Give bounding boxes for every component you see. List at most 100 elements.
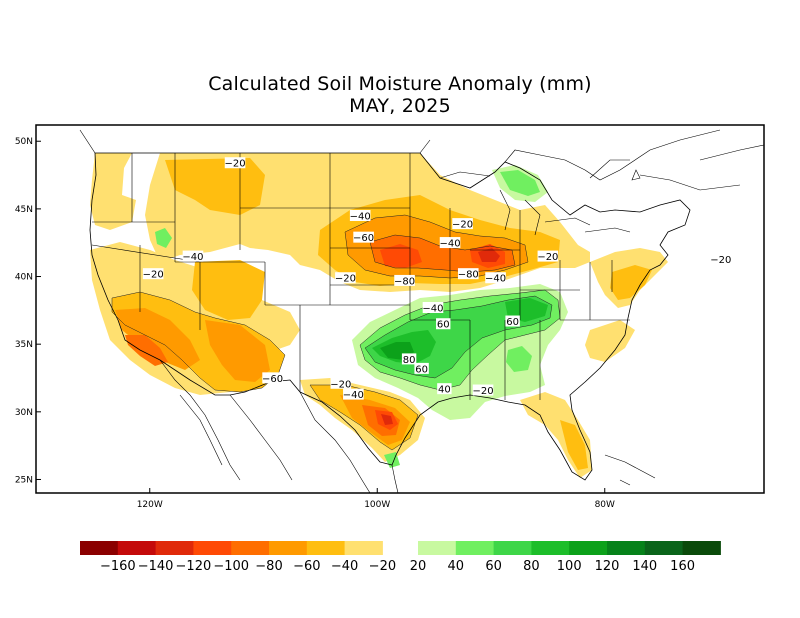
contour-label-bg bbox=[422, 302, 444, 313]
contour-label: −40 bbox=[422, 304, 443, 315]
dry-40-florida bbox=[560, 420, 588, 470]
map-title: Calculated Soil Moisture Anomaly (mm) bbox=[208, 73, 592, 95]
lat-tick-label: 30N bbox=[15, 408, 33, 418]
contour-label: −60 bbox=[353, 233, 374, 244]
mexico-lines bbox=[159, 359, 399, 493]
legend-swatch-dry bbox=[80, 541, 119, 555]
contour-label: 80 bbox=[403, 355, 416, 366]
contour-label-bg bbox=[142, 268, 164, 280]
contour-label: −80 bbox=[458, 270, 479, 281]
legend-swatch-wet bbox=[644, 541, 684, 555]
contour-label-bg bbox=[472, 384, 494, 396]
legend-label: −140 bbox=[138, 559, 174, 574]
legend-swatch-dry bbox=[231, 541, 270, 555]
lat-tick-label: 25N bbox=[15, 475, 33, 485]
contour-label-bg bbox=[437, 383, 452, 395]
contour-label: −20 bbox=[710, 255, 731, 266]
contour-label: −40 bbox=[182, 252, 203, 263]
lat-tick-label: 50N bbox=[15, 137, 33, 147]
contour-label-bg bbox=[537, 250, 559, 262]
contour-label-bg bbox=[401, 353, 417, 365]
dry-40-mountain bbox=[192, 260, 265, 320]
dry-40-ne bbox=[610, 265, 652, 300]
lat-tick-label: 35N bbox=[15, 340, 33, 350]
contour-label-bg bbox=[505, 315, 520, 327]
us-outline bbox=[89, 152, 691, 481]
axis-layer: 50N 45N 40N 35N 30N 25N 120W 100W 80W bbox=[15, 137, 615, 510]
great-lakes bbox=[439, 171, 631, 236]
legend-swatch-wet bbox=[607, 541, 646, 555]
contour-label: 40 bbox=[438, 385, 451, 396]
legend-swatch-wet bbox=[418, 541, 457, 555]
contour-label: −20 bbox=[537, 252, 558, 263]
canada-border-lines bbox=[79, 129, 764, 191]
contour-label: 60 bbox=[506, 317, 519, 328]
contour-label-bg bbox=[335, 272, 356, 284]
contour-label-bg bbox=[353, 231, 374, 243]
wet-40-michigan bbox=[500, 170, 540, 196]
contour-label-bg bbox=[343, 388, 364, 400]
legend-swatch-dry bbox=[117, 541, 157, 555]
legend-swatch-wet bbox=[569, 541, 608, 555]
contour-label-bg bbox=[457, 268, 479, 280]
dry-60-az bbox=[205, 320, 270, 382]
legend-label: 120 bbox=[595, 559, 620, 574]
dry-60-sw bbox=[115, 308, 200, 370]
legend-label: 20 bbox=[410, 559, 427, 574]
contour-label-bg bbox=[452, 218, 473, 230]
dry-120-texas bbox=[381, 414, 393, 425]
legend-label: 60 bbox=[485, 559, 502, 574]
dry-region-southeast bbox=[585, 320, 635, 362]
contour-label-bg bbox=[414, 362, 429, 374]
legend-label: −40 bbox=[331, 559, 358, 574]
contour-label-layer: −20−40−60−20−40−20−80−80 −40−20−20−40 −20−… bbox=[142, 157, 732, 401]
lat-tick-label: 45N bbox=[15, 205, 33, 215]
lat-tick-label: 40N bbox=[15, 273, 33, 283]
contour-label-bg bbox=[485, 272, 506, 284]
contour-label: 60 bbox=[415, 364, 428, 375]
contour-label: −20 bbox=[143, 270, 164, 281]
contour-label: −20 bbox=[330, 379, 351, 390]
contour-label: −60 bbox=[262, 374, 283, 385]
legend-label: −120 bbox=[176, 559, 212, 574]
color-legend: −160 −140 −120 −100 −80 −60 −40 −20 20 40 60 80 100 1… bbox=[80, 541, 721, 574]
legend-swatch-dry bbox=[155, 541, 194, 555]
contour-label-bg bbox=[262, 372, 283, 384]
contour-label-bg bbox=[436, 318, 451, 330]
geography-lines bbox=[79, 129, 764, 493]
contour-label: −40 bbox=[485, 274, 506, 285]
wet-20-idaho bbox=[155, 228, 172, 248]
legend-swatch-wet bbox=[493, 541, 532, 555]
legend-swatch-wet bbox=[682, 541, 721, 555]
legend-swatch-wet bbox=[455, 541, 495, 555]
contour-label-bg bbox=[349, 210, 371, 221]
legend-label: −20 bbox=[369, 559, 396, 574]
map-subtitle-month: MAY, 2025 bbox=[349, 95, 451, 117]
dry-100-nebraska bbox=[380, 244, 422, 268]
legend-label: −80 bbox=[255, 559, 282, 574]
lon-tick-label: 80W bbox=[595, 500, 615, 510]
contour-label: −20 bbox=[225, 159, 246, 170]
legend-label: 80 bbox=[523, 559, 540, 574]
contour-label: −20 bbox=[472, 386, 493, 397]
legend-label: 40 bbox=[448, 559, 465, 574]
lon-tick-label: 100W bbox=[364, 500, 390, 510]
contour-label: −80 bbox=[394, 276, 415, 287]
contour-label: −20 bbox=[452, 220, 473, 231]
legend-swatch-dry bbox=[269, 541, 308, 555]
legend-swatch-dry bbox=[193, 541, 232, 555]
contour-label-bg bbox=[710, 253, 732, 265]
legend-label: −160 bbox=[100, 559, 136, 574]
contour-label-bg bbox=[330, 377, 352, 389]
contour-label-bg bbox=[224, 157, 246, 169]
dry-120-iowa bbox=[478, 248, 500, 262]
anomaly-fields bbox=[90, 153, 668, 478]
legend-swatch-dry bbox=[344, 541, 383, 555]
legend-label: −60 bbox=[293, 559, 320, 574]
contour-label-bg bbox=[394, 274, 415, 286]
legend-swatch-dry bbox=[306, 541, 346, 555]
dry-region-west bbox=[90, 153, 136, 230]
contour-label: 60 bbox=[437, 320, 450, 331]
contour-label-bg bbox=[439, 237, 461, 249]
